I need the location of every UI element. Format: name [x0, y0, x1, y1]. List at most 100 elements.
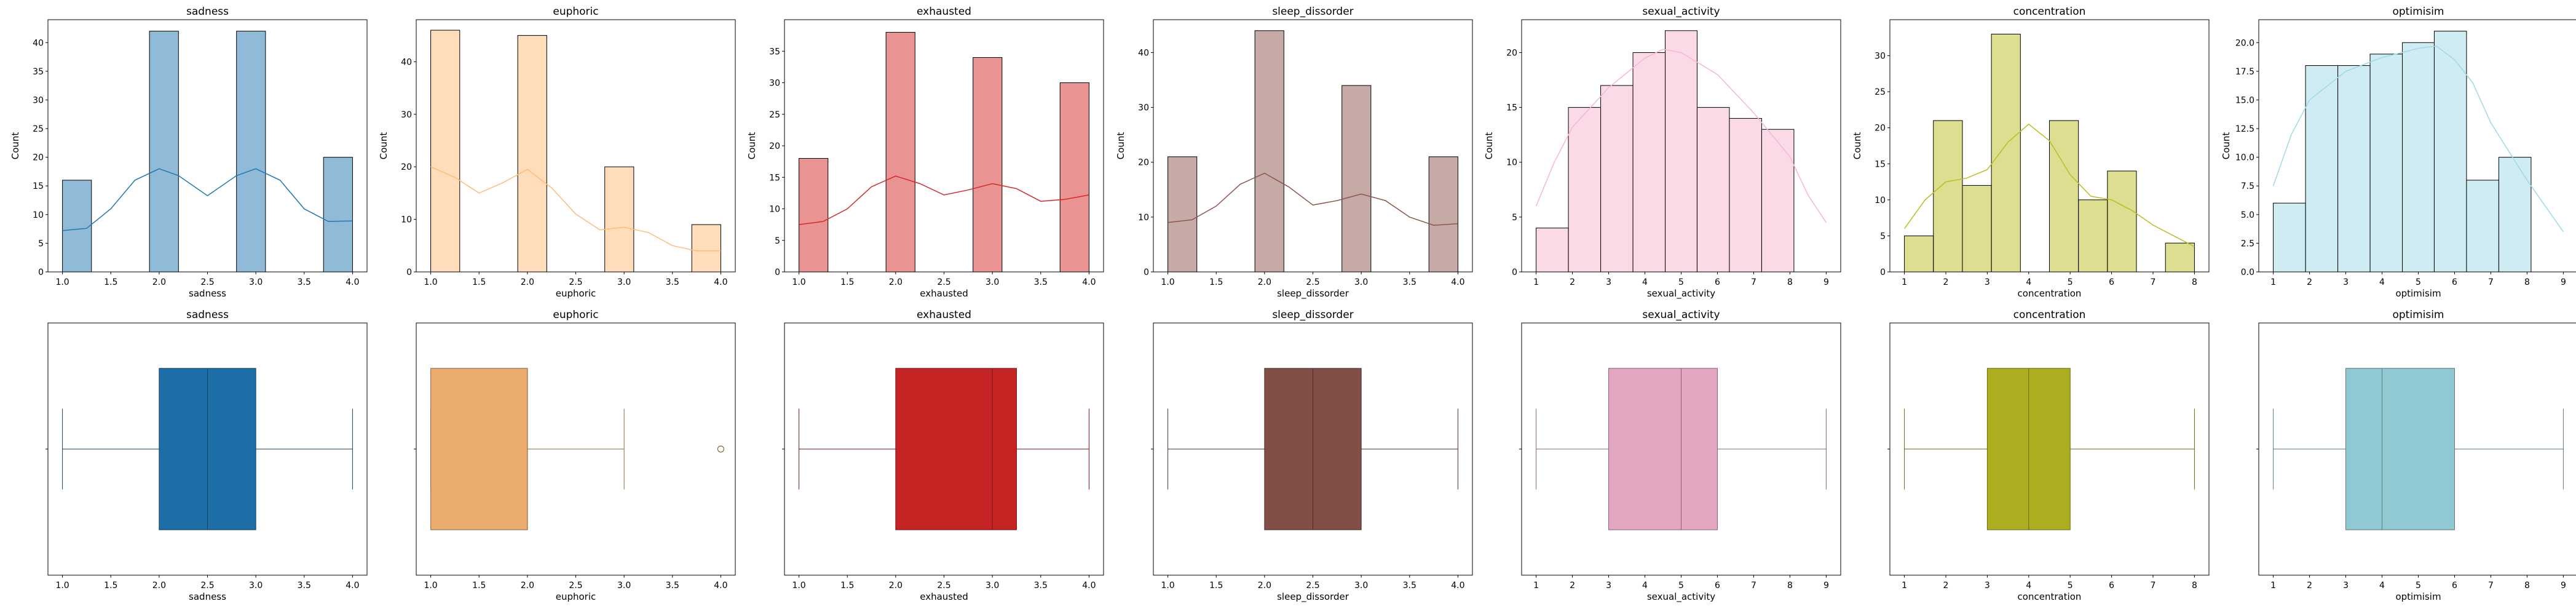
x-tick-label: 7 — [1751, 277, 1756, 287]
x-tick-label: 2.5 — [200, 277, 214, 287]
x-tick-label: 1 — [1902, 581, 1907, 591]
y-tick-label: 35 — [769, 47, 780, 57]
x-tick-label: 6 — [1715, 277, 1720, 287]
x-axis-label: sadness — [189, 288, 226, 299]
y-tick-label: 30 — [33, 95, 44, 105]
x-tick-label: 7 — [2488, 581, 2494, 591]
y-tick-label: 7.5 — [2241, 181, 2254, 191]
x-tick-label: 3.5 — [666, 581, 679, 591]
x-tick-label: 4.0 — [1451, 581, 1464, 591]
plot-area — [48, 20, 367, 272]
axes-frame — [1889, 322, 2210, 576]
histogram-bar — [1933, 120, 1963, 273]
y-tick-label: 15 — [33, 181, 44, 191]
y-tick-label: 20 — [1506, 48, 1517, 58]
x-tick-label: 1.0 — [1161, 581, 1174, 591]
x-tick-label: 3 — [2343, 277, 2349, 287]
histogram-bar — [1341, 85, 1372, 273]
x-tick-label: 4.0 — [346, 277, 359, 287]
x-tick-label: 2 — [1943, 581, 1949, 591]
y-tick-label: 30 — [401, 110, 412, 120]
x-axis-label: sexual_activity — [1647, 288, 1715, 300]
x-tick-label: 8 — [2192, 277, 2197, 287]
histogram-bar — [2107, 170, 2137, 273]
boxplot-exhausted: exhausted 1.0 1.5 2.0 2.5 3.0 3.5 4.0 exhausted — [782, 309, 1104, 602]
y-tick-label: 40 — [401, 57, 412, 67]
chart-title: sexual_activity — [1642, 309, 1720, 321]
y-tick-label: 40 — [1138, 48, 1149, 58]
histogram-bar — [1761, 129, 1795, 273]
boxplot-sexual-activity: sexual_activity 1 2 3 4 5 6 7 8 9 sexual_activity — [1519, 309, 1841, 603]
x-tick-label: 2.5 — [1306, 277, 1319, 287]
x-tick-label: 2.5 — [937, 277, 950, 287]
x-tick-label: 1.5 — [1209, 581, 1223, 591]
kde-line — [2272, 46, 2564, 233]
y-tick-label: 5 — [1512, 213, 1517, 223]
histogram-bar — [1991, 33, 2021, 273]
y-tick-label: 12.5 — [2235, 124, 2254, 134]
x-tick-label: 1 — [2270, 277, 2276, 287]
x-tick-label: 6 — [1715, 581, 1720, 591]
x-axis-label: sadness — [189, 591, 226, 602]
x-tick-label: 1.0 — [55, 277, 69, 287]
histogram-bar — [1568, 107, 1602, 273]
x-tick-label: 9 — [1823, 581, 1829, 591]
x-tick-label: 5 — [1678, 277, 1684, 287]
x-axis-label: sleep_dissorder — [1277, 591, 1349, 603]
x-tick-label: 9 — [2561, 277, 2566, 287]
x-tick-label: 2.0 — [889, 581, 903, 591]
chart-title: sexual_activity — [1642, 6, 1720, 18]
histogram-optimisim: optimisim 0.0 2.5 5.0 7.5 10.0 12.5 15.0 17.5 20.… — [2221, 6, 2576, 299]
x-tick-label: 5 — [2068, 581, 2073, 591]
x-tick-label: 4 — [2026, 581, 2031, 591]
x-tick-label: 1.0 — [424, 277, 437, 287]
x-tick-label: 6 — [2452, 581, 2457, 591]
x-tick-label: 7 — [1751, 581, 1756, 591]
x-tick-label: 2.0 — [1258, 581, 1271, 591]
kde-line — [430, 166, 721, 252]
histogram-bar — [799, 158, 829, 273]
x-tick-label: 5 — [2416, 581, 2421, 591]
x-axis-label: concentration — [2018, 288, 2082, 299]
y-tick-label: 20.0 — [2235, 38, 2254, 48]
x-tick-label: 4.0 — [1451, 277, 1464, 287]
x-tick-label: 2.0 — [152, 277, 166, 287]
chart-title: euphoric — [553, 6, 598, 18]
kde-line — [1535, 49, 1827, 223]
x-tick-label: 3.0 — [617, 277, 631, 287]
plot-area — [784, 20, 1104, 272]
x-tick-label: 1.5 — [472, 277, 486, 287]
boxplot-sleep-dissorder: sleep_dissorder 1.0 1.5 2.0 2.5 3.0 3.5 4.0 slee… — [1151, 309, 1473, 603]
histogram-bar — [1665, 30, 1697, 273]
x-tick-label: 1.5 — [104, 277, 117, 287]
y-tick-label: 0.0 — [2241, 268, 2254, 277]
histogram-bar — [1632, 52, 1666, 273]
axes-frame — [416, 322, 736, 576]
x-tick-label: 5 — [2068, 277, 2073, 287]
x-tick-label: 3.5 — [298, 581, 311, 591]
y-tick-label: 10 — [1506, 158, 1517, 168]
axes-frame — [2258, 19, 2576, 273]
x-tick-label: 3 — [2343, 581, 2349, 591]
y-axis-label: Count — [378, 132, 389, 160]
chart-title: sleep_dissorder — [1272, 6, 1353, 18]
x-tick-label: 3.0 — [249, 581, 263, 591]
x-axis-label: sexual_activity — [1647, 591, 1715, 603]
x-tick-label: 2.0 — [1258, 277, 1271, 287]
histogram-bar — [2433, 31, 2467, 273]
histogram-bar — [2049, 120, 2079, 273]
y-tick-label: 10 — [769, 205, 780, 215]
histogram-bar — [1536, 228, 1569, 273]
x-tick-label: 3.0 — [1354, 581, 1368, 591]
axes-frame — [784, 19, 1104, 273]
y-tick-label: 10 — [1875, 196, 1886, 205]
x-tick-label: 4 — [2379, 277, 2385, 287]
y-tick-label: 10 — [1138, 213, 1149, 223]
x-tick-label: 1.5 — [1209, 277, 1223, 287]
histogram-bar — [2305, 65, 2339, 273]
axes-frame — [1889, 19, 2210, 273]
y-tick-label: 40 — [33, 38, 44, 48]
boxplot-euphoric: euphoric 1.0 1.5 2.0 2.5 3.0 3.5 4.0 euphoric — [414, 309, 736, 602]
x-tick-label: 2 — [1570, 581, 1575, 591]
y-axis-label: Count — [2221, 132, 2232, 160]
